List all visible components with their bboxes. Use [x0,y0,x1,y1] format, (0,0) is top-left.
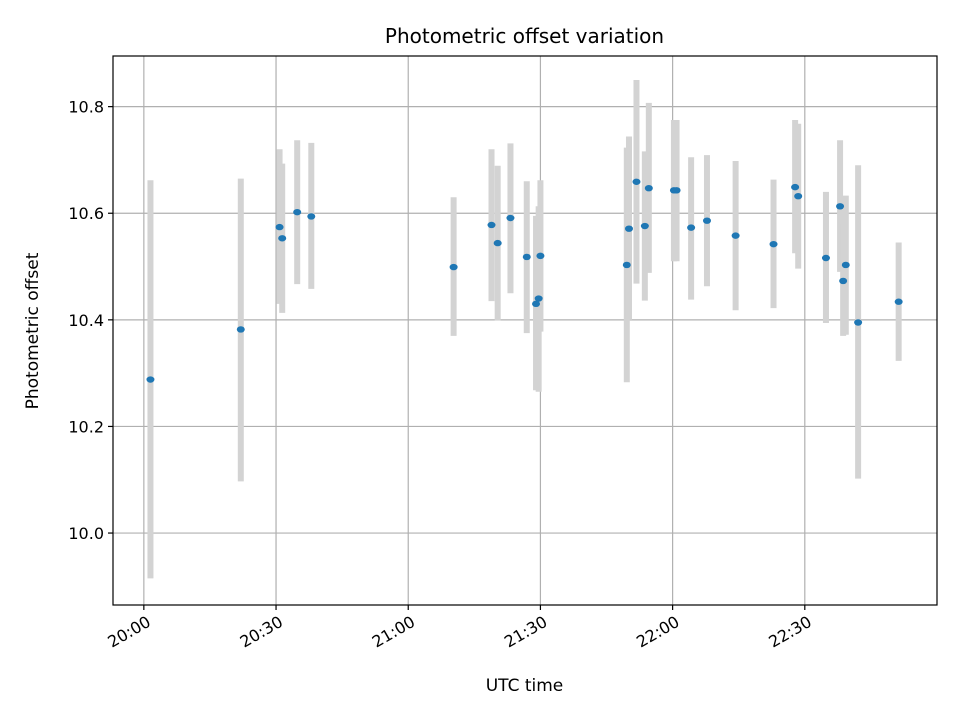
data-point [794,192,803,200]
data-point [672,187,681,194]
chart-title: Photometric offset variation [385,24,664,48]
data-point [640,222,649,230]
data-point [293,208,302,216]
data-point [536,252,545,260]
data-point [687,224,696,231]
data-point [854,319,863,326]
plot-frame [112,55,938,606]
data-points [146,178,903,383]
data-point [839,277,848,285]
data-point [278,235,287,242]
data-point [506,214,515,222]
data-point [624,225,633,232]
data-point [836,203,845,210]
y-tick-label: 10.8 [68,98,104,117]
y-axis-label: Photometric offset [23,252,43,409]
y-tick-label: 10.0 [68,524,104,543]
y-tick-label: 10.6 [68,204,104,223]
data-point [146,376,155,383]
data-point [532,300,541,308]
data-point [534,295,543,302]
data-point [307,213,316,220]
data-point [622,261,631,269]
data-point [791,183,800,191]
y-axis: 10.0 10.2 10.4 10.6 10.8 [68,98,113,543]
data-point [644,184,653,192]
data-point [702,217,711,224]
data-point [841,261,850,269]
data-point [894,298,903,305]
data-point [731,232,740,239]
data-point [632,178,641,185]
data-point [493,239,502,247]
y-tick-label: 10.4 [68,311,104,330]
data-point [449,263,458,271]
x-axis-label: UTC time [486,676,564,696]
data-point [236,326,245,333]
data-point [821,254,830,262]
data-point [769,240,778,248]
data-point [487,221,496,229]
y-tick-label: 10.2 [68,417,104,436]
data-point [522,253,531,261]
data-point [275,223,284,231]
